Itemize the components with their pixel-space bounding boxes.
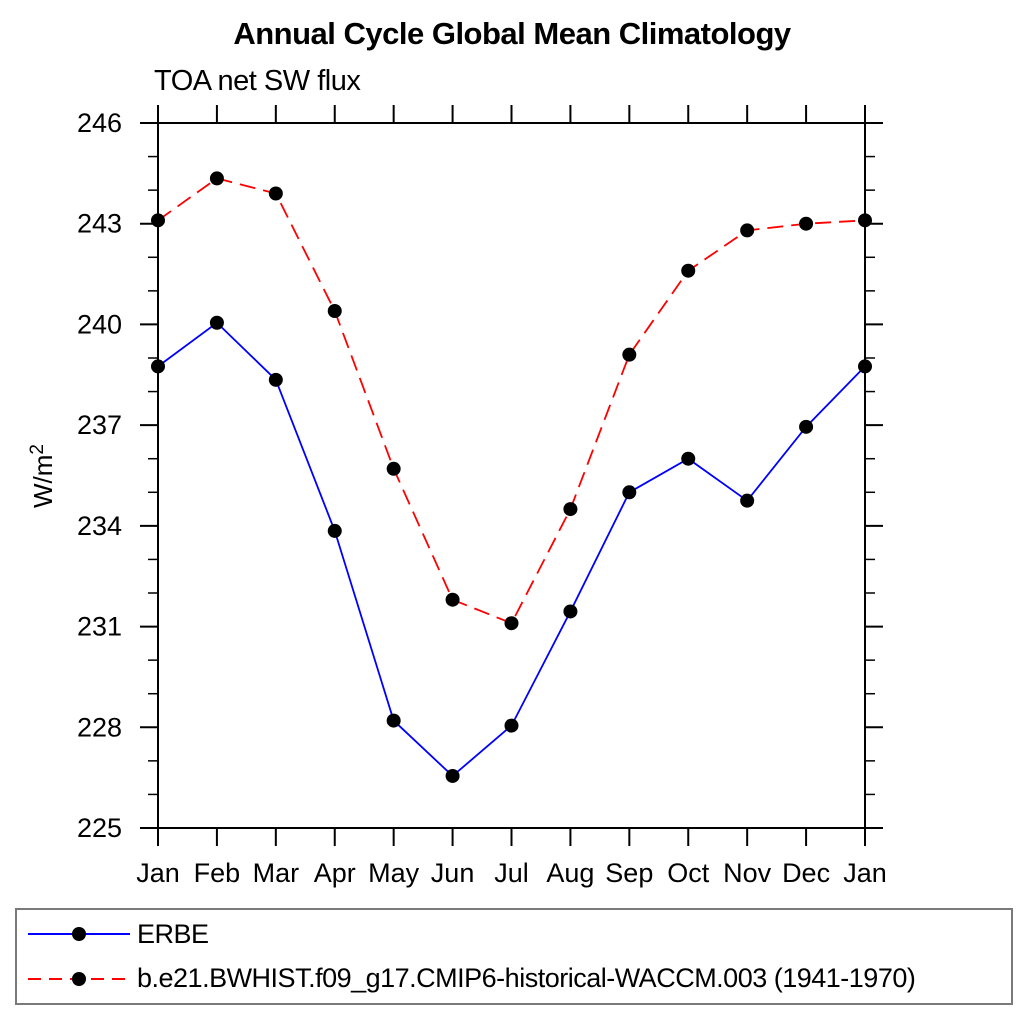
data-point-marker (268, 186, 283, 201)
data-point-marker (622, 485, 637, 500)
data-point-marker (563, 502, 578, 517)
x-tick-label: Sep (605, 858, 653, 888)
x-tick-label: Jan (136, 858, 180, 888)
data-point-marker (268, 372, 283, 387)
y-axis-label: W/m2 (27, 444, 58, 508)
x-tick-label: Apr (314, 858, 356, 888)
data-point-marker (504, 718, 519, 733)
data-point-marker (622, 347, 637, 362)
x-tick-label: Aug (546, 858, 594, 888)
x-tick-label: Jul (494, 858, 529, 888)
chart-title: Annual Cycle Global Mean Climatology (233, 16, 791, 51)
data-point-marker (386, 461, 401, 476)
y-tick-label: 243 (77, 209, 122, 239)
data-point-marker (740, 493, 755, 508)
x-tick-label: Feb (194, 858, 241, 888)
data-point-marker (209, 315, 224, 330)
data-point-marker (386, 713, 401, 728)
data-point-marker (858, 213, 872, 228)
legend-item-erbe: ERBE (25, 919, 1011, 950)
axis-ticks: 225 228 231 234 237 240 243 246 Jan Feb Mar Apr May J… (77, 105, 887, 888)
y-axis-label-text: W/m2 (27, 444, 58, 508)
legend-item-model: b.e21.BWHIST.f09_g17.CMIP6-historical-WA… (25, 963, 1011, 994)
legend-label-erbe: ERBE (137, 918, 209, 949)
data-point-marker (858, 359, 872, 374)
legend-marker-icon (72, 971, 86, 986)
y-tick-label: 231 (77, 612, 122, 642)
data-point-marker (151, 359, 165, 374)
legend: ERBE b.e21.BWHIST.f09_g17.CMIP6-historic… (15, 908, 1013, 1005)
series-line (157, 177, 866, 625)
y-tick-label: 225 (77, 813, 122, 843)
y-tick-label: 234 (77, 511, 122, 541)
data-point-marker (327, 523, 342, 538)
x-tick-label: Oct (667, 858, 710, 888)
x-tick-label: May (368, 858, 420, 888)
x-tick-label: Jun (431, 858, 475, 888)
series-model (151, 171, 872, 631)
y-tick-label: 228 (77, 712, 122, 742)
plot-frame (157, 122, 866, 829)
x-tick-label: Mar (253, 858, 300, 888)
data-point-marker (681, 451, 696, 466)
legend-label-model: b.e21.BWHIST.f09_g17.CMIP6-historical-WA… (137, 963, 916, 994)
data-point-marker (504, 616, 519, 631)
x-tick-label: Jan (843, 858, 887, 888)
legend-marker-icon (72, 927, 86, 942)
y-tick-label: 237 (77, 410, 122, 440)
data-point-marker (799, 216, 814, 231)
data-point-marker (327, 304, 342, 318)
y-tick-label: 246 (77, 108, 122, 138)
series-erbe (151, 315, 872, 783)
data-point-marker (740, 223, 755, 238)
legend-line-sample-model (28, 971, 130, 986)
x-tick-label: Dec (782, 858, 830, 888)
chart-subtitle: TOA net SW flux (154, 65, 361, 97)
series-line (157, 321, 866, 778)
data-point-marker (445, 768, 460, 783)
data-point-marker (445, 592, 460, 607)
data-point-marker (799, 419, 814, 434)
x-tick-label: Nov (723, 858, 772, 888)
data-point-marker (209, 171, 224, 186)
data-point-marker (151, 213, 165, 228)
legend-line-sample-erbe (28, 927, 130, 942)
data-point-marker (563, 604, 578, 619)
y-tick-label: 240 (77, 309, 122, 339)
data-point-marker (681, 263, 696, 278)
